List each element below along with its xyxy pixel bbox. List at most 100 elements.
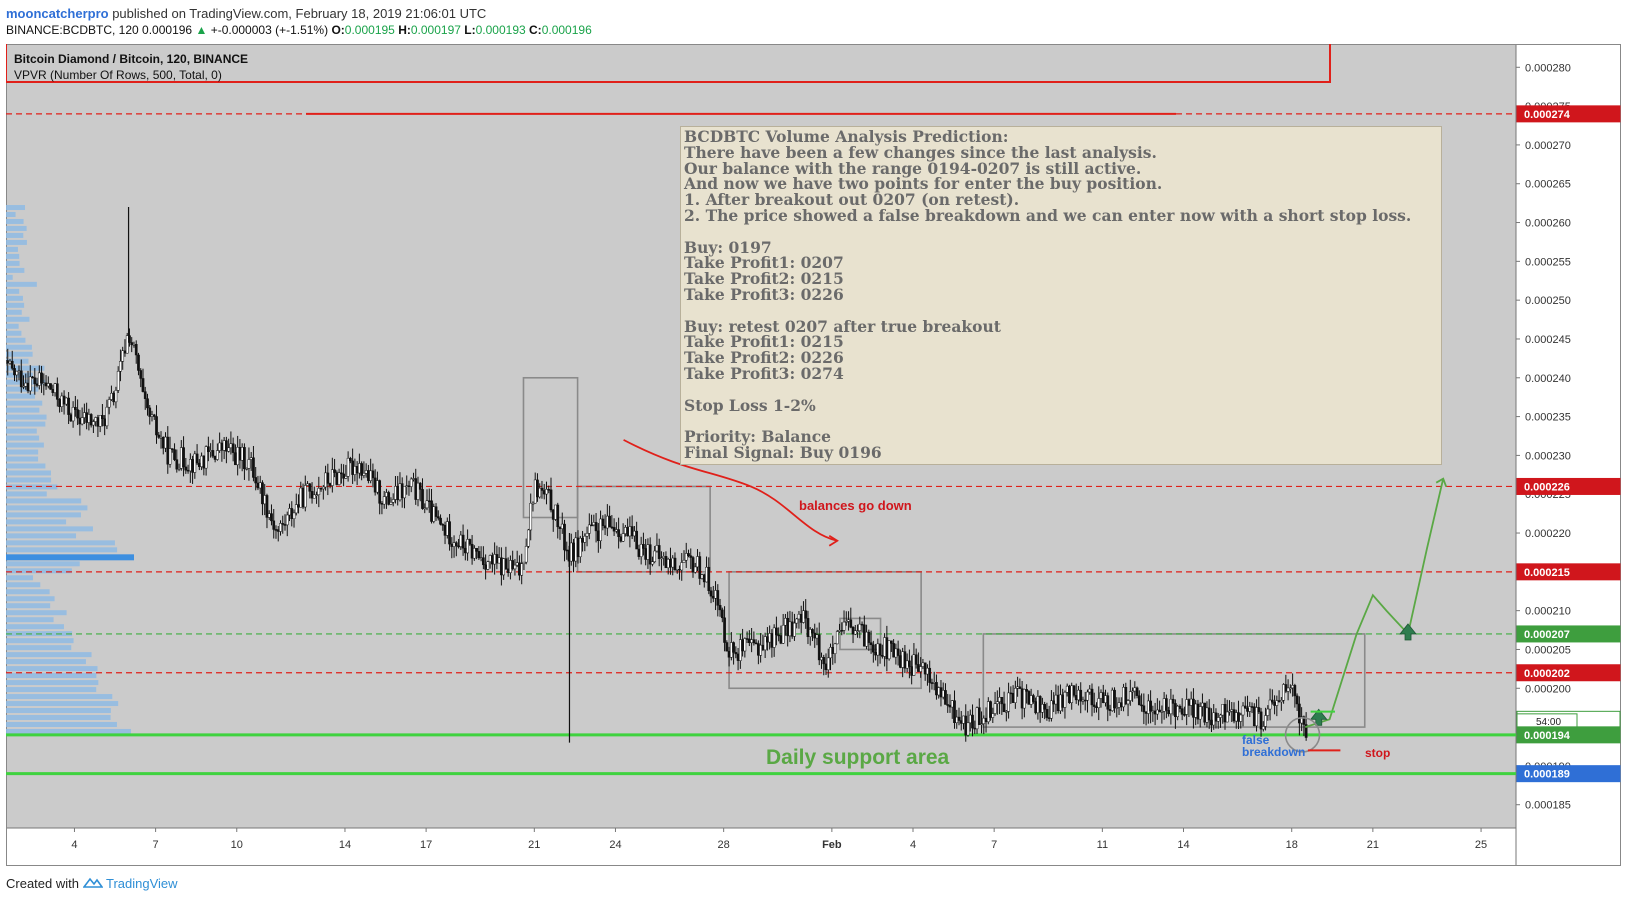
note-line — [684, 224, 1438, 240]
volume-bar — [6, 659, 86, 665]
x-tick-label: 25 — [1475, 839, 1487, 851]
candle-down — [243, 447, 246, 470]
candle-up — [1122, 687, 1125, 708]
candle-down — [378, 480, 382, 504]
candle-up — [522, 561, 526, 564]
candle-down — [1113, 689, 1116, 709]
candle-up — [993, 703, 997, 714]
volume-bar — [6, 365, 45, 371]
candle-up — [486, 561, 490, 570]
candle-down — [930, 682, 934, 684]
candle-up — [46, 383, 50, 387]
candle-up — [1059, 694, 1062, 712]
candle-up — [1268, 699, 1272, 710]
candle-up — [714, 590, 717, 599]
candle-up — [168, 448, 172, 465]
candle-up — [364, 470, 368, 474]
candle-down — [112, 392, 116, 403]
candle-up — [1279, 700, 1283, 703]
candle-down — [1158, 709, 1161, 713]
candle-down — [556, 504, 560, 528]
candle-up — [303, 485, 307, 508]
candle-down — [536, 479, 539, 498]
candle-down — [1119, 702, 1123, 708]
volume-bar — [6, 596, 55, 602]
candle-down — [457, 545, 460, 548]
candle-down — [504, 558, 508, 570]
volume-bar — [6, 386, 39, 392]
candle-down — [349, 457, 352, 462]
candle-down — [644, 548, 648, 560]
candle-down — [342, 473, 345, 479]
candle-down — [799, 613, 803, 623]
candle-up — [653, 550, 657, 563]
volume-bar — [6, 442, 44, 448]
candle-up — [432, 506, 436, 522]
candle-down — [1135, 687, 1139, 696]
candle-down — [1095, 706, 1098, 708]
candle-down — [1203, 702, 1207, 723]
volume-bar — [6, 512, 81, 518]
candle-down — [96, 417, 100, 427]
candle-up — [385, 492, 388, 497]
candle-up — [808, 629, 812, 638]
candle-up — [1146, 700, 1150, 714]
candle-up — [249, 457, 253, 460]
candle-up — [666, 559, 670, 569]
candle-down — [33, 377, 37, 385]
candle-down — [10, 360, 14, 369]
candle-up — [937, 687, 941, 696]
candle-up — [330, 469, 334, 486]
candle-up — [628, 526, 632, 537]
candle-up — [1275, 700, 1279, 706]
candle-down — [892, 643, 895, 658]
y-tick-label: 0.000270 — [1525, 140, 1571, 152]
candle-down — [495, 554, 499, 564]
price-label-bg — [1516, 765, 1621, 783]
volume-bar — [6, 721, 117, 727]
candle-down — [1171, 698, 1175, 704]
high-label: H: — [398, 23, 411, 37]
candle-down — [261, 482, 264, 505]
candle-down — [265, 495, 269, 518]
candle-down — [1020, 688, 1024, 709]
price-label: 0.000202 — [1524, 668, 1570, 680]
indicator-title[interactable]: VPVR (Number Of Rows, 500, Total, 0) — [14, 68, 222, 82]
candle-up — [585, 533, 589, 537]
candle-up — [423, 507, 427, 510]
candle-up — [324, 472, 327, 488]
breakdown-word: breakdown — [1242, 745, 1306, 759]
candle-up — [245, 468, 249, 470]
candle-down — [977, 707, 981, 725]
analysis-note[interactable]: BCDBTC Volume Analysis Prediction: There … — [680, 126, 1442, 465]
candle-up — [729, 642, 733, 658]
candle-down — [770, 633, 774, 648]
candle-down — [786, 617, 790, 637]
tradingview-link[interactable]: TradingView — [106, 876, 178, 891]
x-tick-label: Feb — [822, 839, 842, 851]
candle-up — [858, 623, 862, 631]
volume-bar — [6, 330, 22, 336]
candle-up — [743, 638, 747, 652]
x-tick-label: 7 — [153, 839, 159, 851]
candle-down — [698, 556, 702, 579]
candle-down — [590, 524, 593, 527]
candle-down — [761, 644, 765, 651]
volume-bar — [6, 477, 52, 483]
x-tick-label: 11 — [1097, 839, 1108, 851]
candle-up — [416, 482, 420, 500]
volume-bar — [6, 694, 113, 700]
candle-down — [461, 534, 465, 549]
author-link[interactable]: mooncatcherpro — [6, 6, 109, 21]
candle-down — [400, 483, 404, 499]
volume-bar — [6, 358, 29, 364]
candle-down — [817, 634, 821, 661]
candle-up — [53, 383, 57, 393]
candle-up — [209, 450, 212, 452]
candle-up — [1286, 687, 1290, 692]
x-tick-label: 4 — [71, 839, 77, 851]
candle-down — [161, 436, 165, 449]
candle-down — [436, 516, 440, 519]
candle-down — [427, 500, 431, 502]
candle-up — [768, 633, 771, 643]
